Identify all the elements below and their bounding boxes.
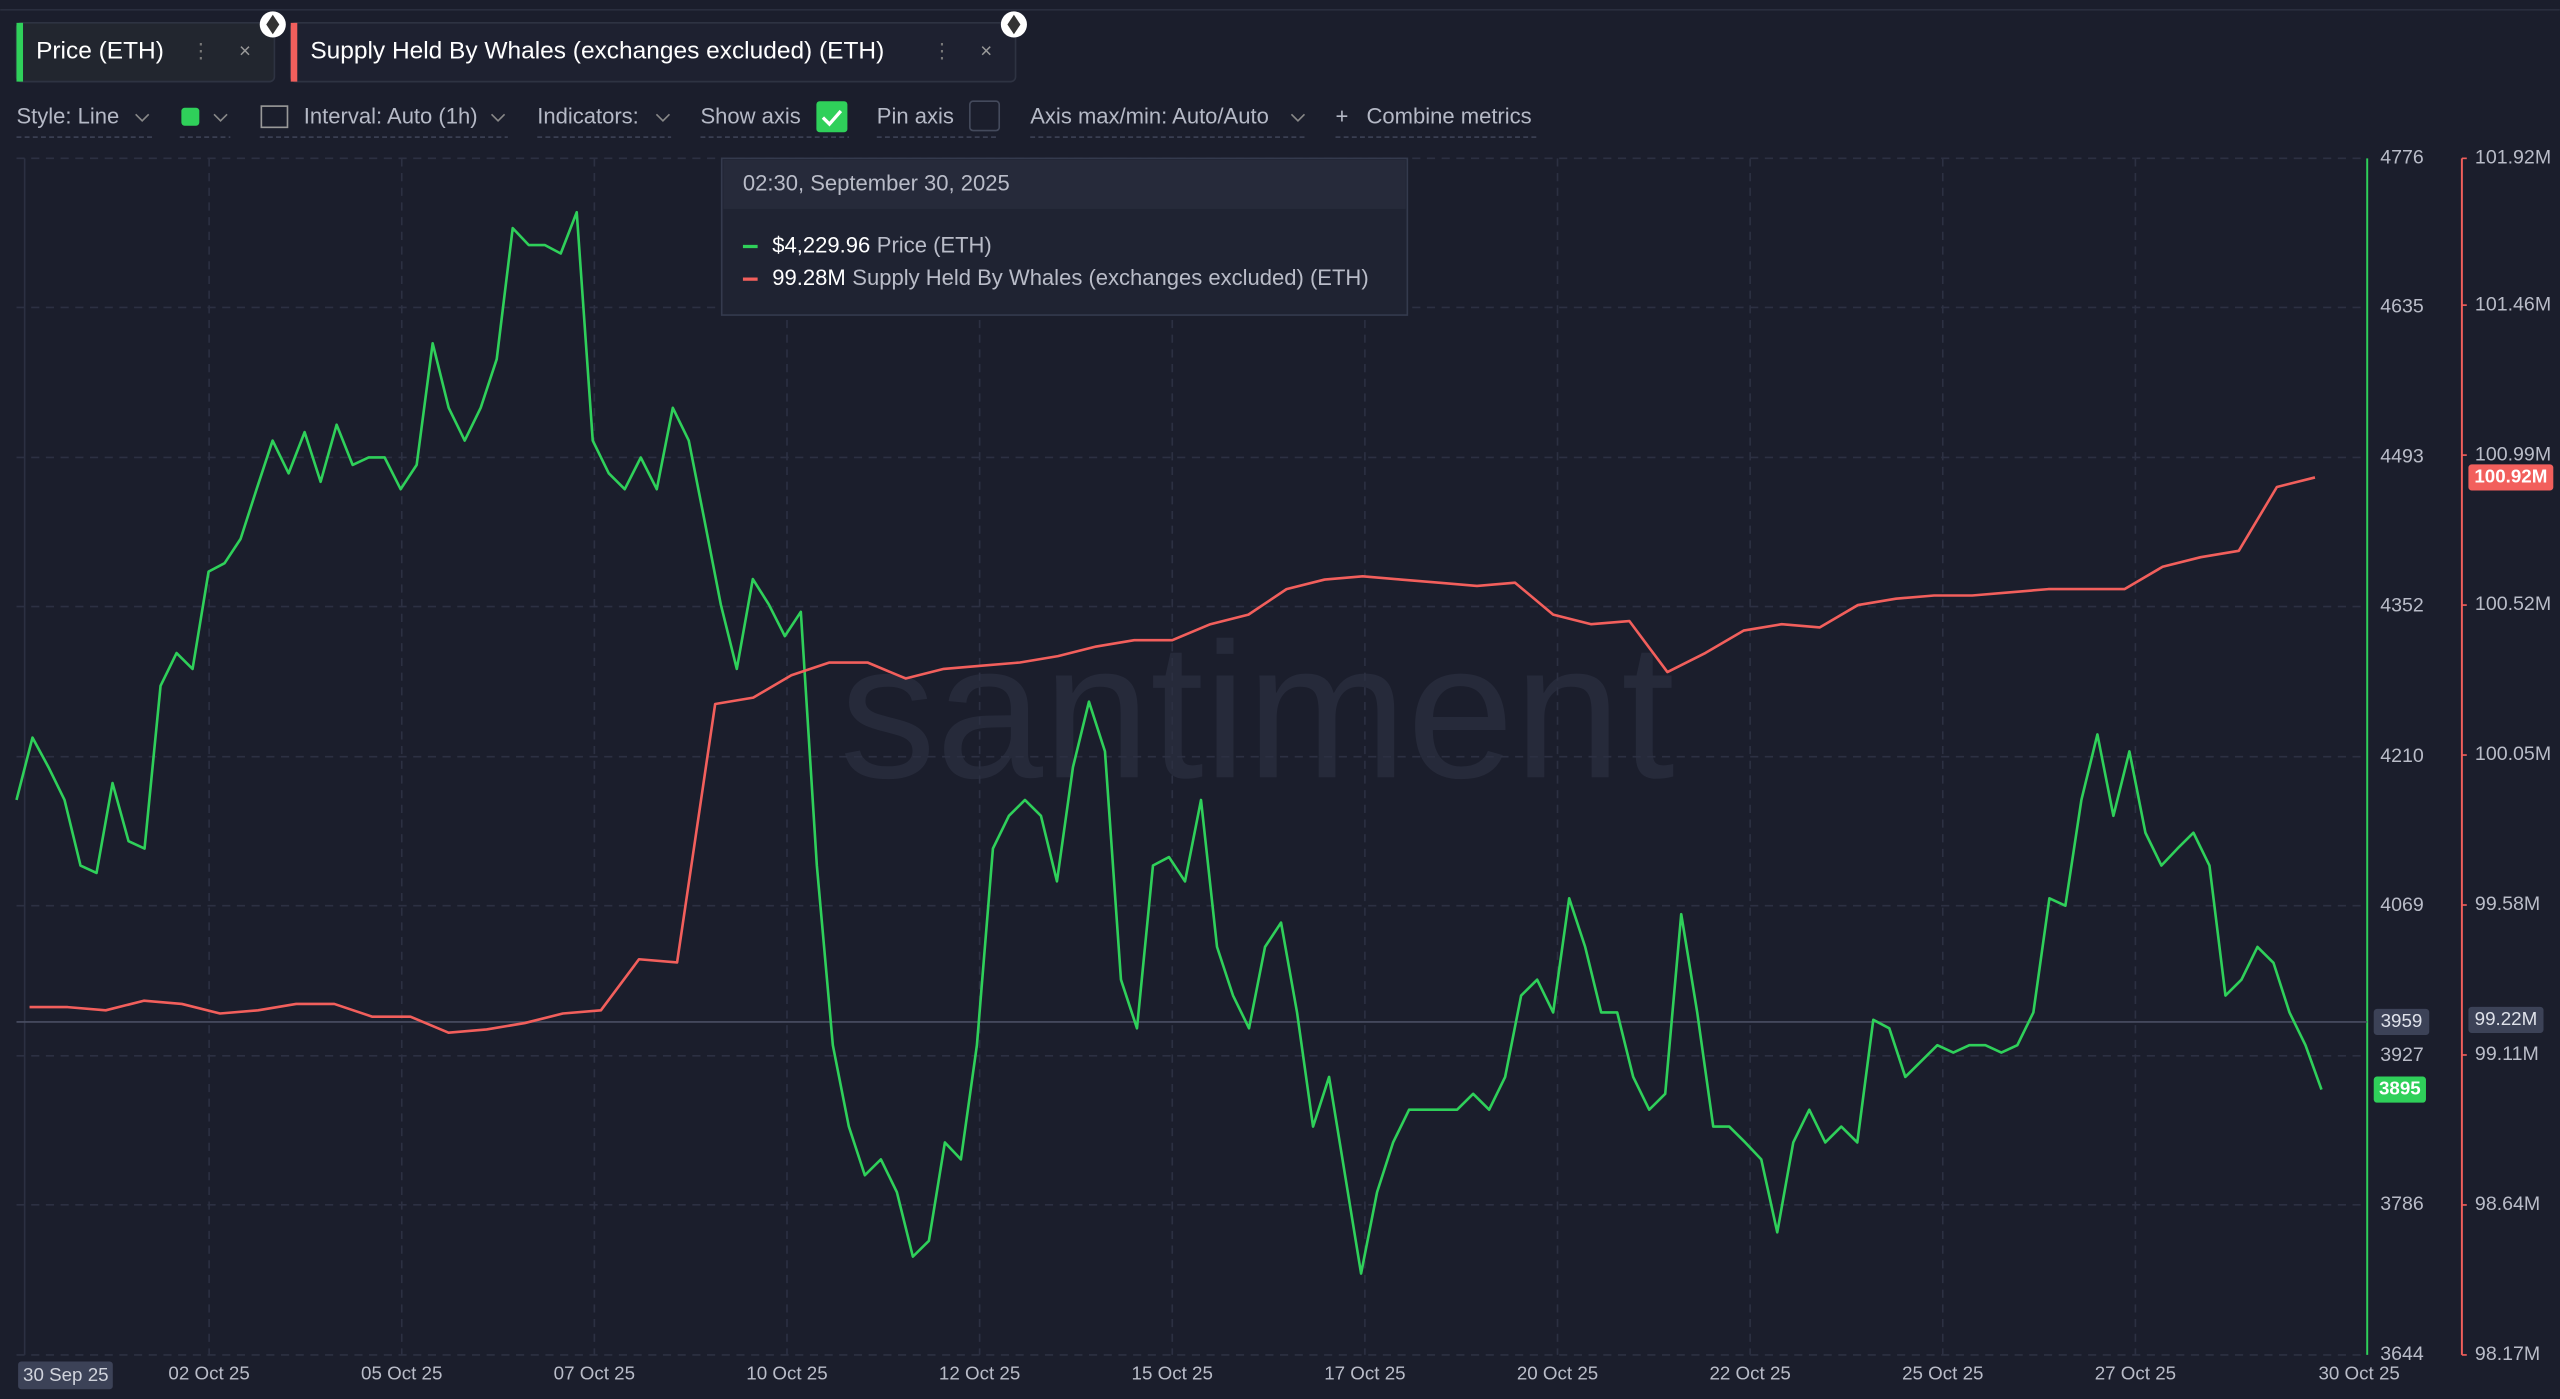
tooltip-name: Supply Held By Whales (exchanges exclude… (852, 265, 1368, 290)
style-select[interactable]: Style: Line (16, 103, 119, 128)
pin-axis-checkbox[interactable] (969, 100, 1001, 132)
tooltip-name: Price (ETH) (877, 232, 992, 257)
x-tick-label: 02 Oct 25 (168, 1362, 249, 1383)
tab-bg (15, 22, 276, 83)
crosshair-label: 99.22M (2475, 1008, 2538, 1029)
interval-icon (260, 105, 289, 129)
tooltip-row: 99.28M Supply Held By Whales (exchanges e… (772, 265, 1368, 290)
series-line (15, 210, 2323, 1275)
y2-tick-label: 98.17M (2475, 1343, 2540, 1365)
x-tick-label: 22 Oct 25 (1709, 1362, 1790, 1383)
tooltip-header (723, 159, 1406, 209)
plot: 3644 3786 3927 4069 4210 4352 4493 4635 4776 98.1… (15, 147, 2554, 1390)
combine-plus: + (1336, 103, 1349, 128)
y-tick-label: 4493 (2380, 446, 2424, 468)
tab-color (290, 22, 298, 82)
show-axis-label: Show axis (700, 103, 800, 128)
x-tick-label: 15 Oct 25 (1132, 1362, 1213, 1383)
x-tick-label: 07 Oct 25 (554, 1362, 635, 1383)
checkmark (821, 109, 843, 127)
tooltip-value: 99.28M (772, 265, 845, 290)
end-value-tag (2468, 464, 2554, 491)
tab-whales[interactable]: Supply Held By Whales (exchanges exclude… (289, 11, 1027, 83)
watermark: santiment (840, 603, 1675, 818)
x-tick-label: 05 Oct 25 (361, 1362, 442, 1383)
interval-select[interactable]: Interval: Auto (1h) (304, 103, 478, 128)
y-tick-label: 4776 (2380, 147, 2424, 169)
x-tick-label: 27 Oct 25 (2095, 1362, 2176, 1383)
chevron (490, 113, 506, 122)
x-tick-label: 25 Oct 25 (1902, 1362, 1983, 1383)
y2-tick-label: 101.46M (2475, 293, 2551, 315)
y2-tick-label: 98.64M (2475, 1193, 2540, 1215)
x-tick-label: 30 Oct 25 (2318, 1362, 2399, 1383)
axis-maxmin-select[interactable]: Axis max/min: Auto/Auto (1030, 103, 1269, 128)
x-tick-label: 30 Sep 25 (23, 1364, 109, 1385)
crosshair-tag (2468, 1006, 2544, 1033)
crosshair-tag (2373, 1008, 2430, 1036)
color-select[interactable] (181, 107, 200, 126)
tab-label: Price (ETH) (36, 38, 164, 65)
y-tick-label: 4069 (2380, 894, 2424, 916)
y-tick-label: 3786 (2380, 1193, 2424, 1215)
chevron (135, 113, 150, 122)
show-axis-checkbox[interactable] (816, 101, 848, 133)
y-tick-label: 3927 (2380, 1044, 2424, 1066)
end-value-tag (2373, 1076, 2426, 1103)
toolbar: Style: Line Interval: Auto (1h) Indicato… (16, 100, 1537, 138)
y-tick-label: 4635 (2380, 296, 2424, 318)
x-tick-label: 20 Oct 25 (1517, 1362, 1598, 1383)
tab-close[interactable]: × (239, 41, 251, 63)
y2-tick-label: 100.05M (2475, 743, 2551, 765)
tab-menu[interactable]: ⋮ (932, 41, 952, 63)
chevron (655, 113, 671, 122)
tab-color (16, 22, 24, 82)
chevron (213, 113, 228, 122)
end-value-label: 3895 (2379, 1078, 2421, 1099)
y2-tick-label: 99.11M (2475, 1043, 2539, 1065)
pin-axis-label: Pin axis (877, 103, 954, 128)
y-tick-label: 3644 (2380, 1343, 2424, 1365)
y-tick-label: 4352 (2380, 595, 2424, 617)
tooltip-row: $4,229.96 Price (ETH) (772, 232, 991, 257)
series-line (29, 476, 2316, 1034)
indicators-select[interactable]: Indicators: (537, 103, 639, 128)
y-tick-label: 4210 (2380, 745, 2424, 767)
x-label-highlight (18, 1361, 113, 1390)
chevron (1290, 113, 1306, 122)
end-value-label: 100.92M (2474, 465, 2547, 486)
tab-close[interactable]: × (980, 41, 992, 63)
y2-tick-label: 101.92M (2475, 147, 2551, 169)
x-tick-label: 17 Oct 25 (1324, 1362, 1405, 1383)
tooltip-time: 02:30, September 30, 2025 (743, 170, 1010, 195)
x-tick-label: 12 Oct 25 (939, 1362, 1020, 1383)
tooltip-value: $4,229.96 (772, 232, 870, 257)
y2-tick-label: 100.99M (2475, 443, 2551, 465)
crosshair-label: 3959 (2381, 1010, 2423, 1031)
tab-price[interactable]: Price (ETH) ⋮ × (15, 11, 286, 83)
y2-tick-label: 99.58M (2475, 893, 2540, 915)
tab-menu[interactable]: ⋮ (191, 41, 211, 63)
combine-metrics[interactable]: Combine metrics (1367, 103, 1532, 128)
x-tick-label: 10 Oct 25 (746, 1362, 827, 1383)
tab-label: Supply Held By Whales (exchanges exclude… (310, 38, 884, 65)
y2-tick-label: 100.52M (2475, 593, 2551, 615)
tooltip: 02:30, September 30, 2025 $4,229.96 Price … (720, 157, 1409, 316)
